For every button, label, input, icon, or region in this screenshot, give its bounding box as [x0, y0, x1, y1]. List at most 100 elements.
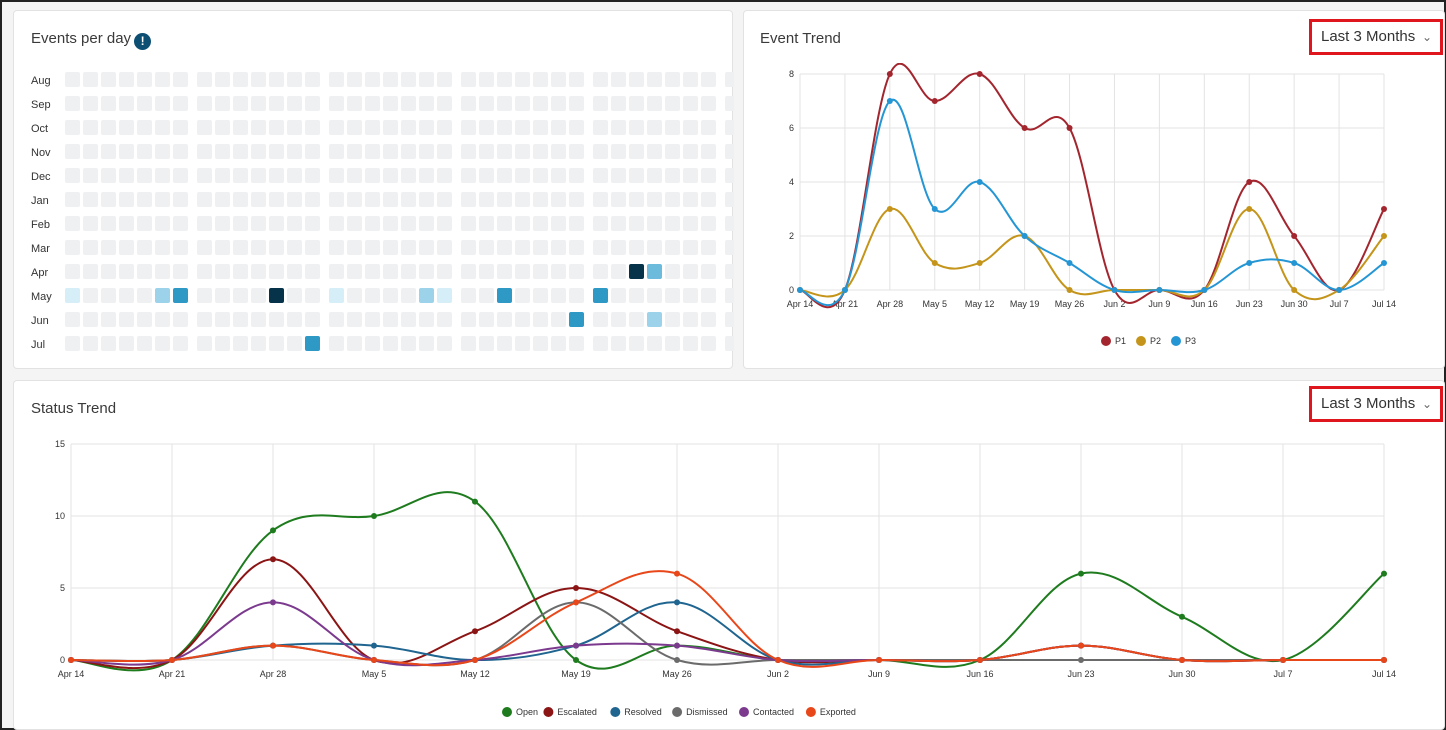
heatmap-cell[interactable] [305, 192, 320, 207]
heatmap-cell[interactable] [329, 288, 344, 303]
heatmap-cell[interactable] [683, 216, 698, 231]
heatmap-cell[interactable] [419, 144, 434, 159]
data-point-p2[interactable] [1381, 233, 1387, 239]
heatmap-cell[interactable] [665, 144, 680, 159]
heatmap-cell[interactable] [137, 192, 152, 207]
heatmap-cell[interactable] [233, 216, 248, 231]
heatmap-cell[interactable] [683, 120, 698, 135]
data-point-open[interactable] [1179, 613, 1185, 620]
heatmap-cell[interactable] [197, 312, 212, 327]
heatmap-cell[interactable] [533, 264, 548, 279]
heatmap-cell[interactable] [497, 96, 512, 111]
data-point-exported[interactable] [371, 657, 377, 663]
heatmap-cell[interactable] [119, 288, 134, 303]
heatmap-cell[interactable] [197, 120, 212, 135]
heatmap-cell[interactable] [155, 336, 170, 351]
heatmap-cell[interactable] [173, 264, 188, 279]
heatmap-cell[interactable] [497, 288, 512, 303]
heatmap-cell[interactable] [701, 144, 716, 159]
heatmap-cell[interactable] [551, 96, 566, 111]
data-point-escalated[interactable] [472, 628, 478, 635]
heatmap-cell[interactable] [383, 192, 398, 207]
heatmap-cell[interactable] [569, 96, 584, 111]
heatmap-cell[interactable] [611, 288, 626, 303]
legend-marker-contacted[interactable] [739, 707, 749, 717]
heatmap-cell[interactable] [101, 192, 116, 207]
heatmap-cell[interactable] [461, 240, 476, 255]
data-point-open[interactable] [371, 513, 377, 519]
heatmap-cell[interactable] [461, 144, 476, 159]
heatmap-cell[interactable] [269, 168, 284, 183]
heatmap-cell[interactable] [629, 120, 644, 135]
heatmap-cell[interactable] [329, 240, 344, 255]
heatmap-cell[interactable] [215, 216, 230, 231]
heatmap-cell[interactable] [401, 312, 416, 327]
data-point-exported[interactable] [876, 657, 882, 663]
heatmap-cell[interactable] [551, 312, 566, 327]
heatmap-cell[interactable] [533, 96, 548, 111]
heatmap-cell[interactable] [593, 144, 608, 159]
heatmap-cell[interactable] [329, 144, 344, 159]
heatmap-cell[interactable] [551, 144, 566, 159]
heatmap-cell[interactable] [569, 192, 584, 207]
heatmap-cell[interactable] [101, 72, 116, 87]
heatmap-cell[interactable] [611, 96, 626, 111]
heatmap-cell[interactable] [197, 216, 212, 231]
heatmap-cell[interactable] [287, 216, 302, 231]
data-point-p1[interactable] [1066, 125, 1073, 131]
heatmap-cell[interactable] [497, 120, 512, 135]
heatmap-cell[interactable] [365, 96, 380, 111]
heatmap-cell[interactable] [233, 96, 248, 111]
heatmap-cell[interactable] [173, 288, 188, 303]
heatmap-cell[interactable] [569, 120, 584, 135]
heatmap-cell[interactable] [197, 72, 212, 87]
heatmap-cell[interactable] [593, 312, 608, 327]
heatmap-cell[interactable] [83, 120, 98, 135]
heatmap-cell[interactable] [419, 72, 434, 87]
heatmap-cell[interactable] [515, 288, 530, 303]
heatmap-cell[interactable] [647, 312, 662, 327]
heatmap-cell[interactable] [725, 288, 734, 303]
heatmap-cell[interactable] [155, 168, 170, 183]
heatmap-cell[interactable] [683, 264, 698, 279]
heatmap-cell[interactable] [461, 96, 476, 111]
series-line-p2[interactable] [799, 207, 1385, 301]
heatmap-cell[interactable] [101, 144, 116, 159]
heatmap-cell[interactable] [287, 336, 302, 351]
heatmap-cell[interactable] [419, 336, 434, 351]
heatmap-cell[interactable] [233, 312, 248, 327]
heatmap-cell[interactable] [533, 240, 548, 255]
heatmap-cell[interactable] [593, 264, 608, 279]
heatmap-cell[interactable] [497, 264, 512, 279]
heatmap-cell[interactable] [497, 144, 512, 159]
heatmap-cell[interactable] [665, 312, 680, 327]
heatmap-cell[interactable] [647, 72, 662, 87]
data-point-exported[interactable] [270, 642, 276, 649]
heatmap-cell[interactable] [401, 192, 416, 207]
heatmap-cell[interactable] [701, 192, 716, 207]
heatmap-cell[interactable] [65, 72, 80, 87]
heatmap-cell[interactable] [593, 336, 608, 351]
heatmap-cell[interactable] [515, 144, 530, 159]
heatmap-cell[interactable] [437, 120, 452, 135]
heatmap-cell[interactable] [533, 120, 548, 135]
legend-label[interactable]: P3 [1185, 336, 1196, 346]
heatmap-cell[interactable] [665, 96, 680, 111]
heatmap-cell[interactable] [173, 72, 188, 87]
heatmap-cell[interactable] [437, 240, 452, 255]
heatmap-cell[interactable] [173, 120, 188, 135]
legend-marker-dismissed[interactable] [672, 707, 683, 717]
heatmap-cell[interactable] [155, 192, 170, 207]
heatmap-cell[interactable] [593, 192, 608, 207]
heatmap-cell[interactable] [683, 72, 698, 87]
data-point-p1[interactable] [1021, 125, 1028, 131]
heatmap-cell[interactable] [269, 96, 284, 111]
series-line-p1[interactable] [799, 63, 1385, 309]
data-point-exported[interactable] [977, 657, 983, 663]
heatmap-cell[interactable] [461, 336, 476, 351]
heatmap-cell[interactable] [329, 168, 344, 183]
heatmap-cell[interactable] [401, 216, 416, 231]
heatmap-cell[interactable] [137, 144, 152, 159]
heatmap-cell[interactable] [365, 264, 380, 279]
heatmap-cell[interactable] [305, 144, 320, 159]
